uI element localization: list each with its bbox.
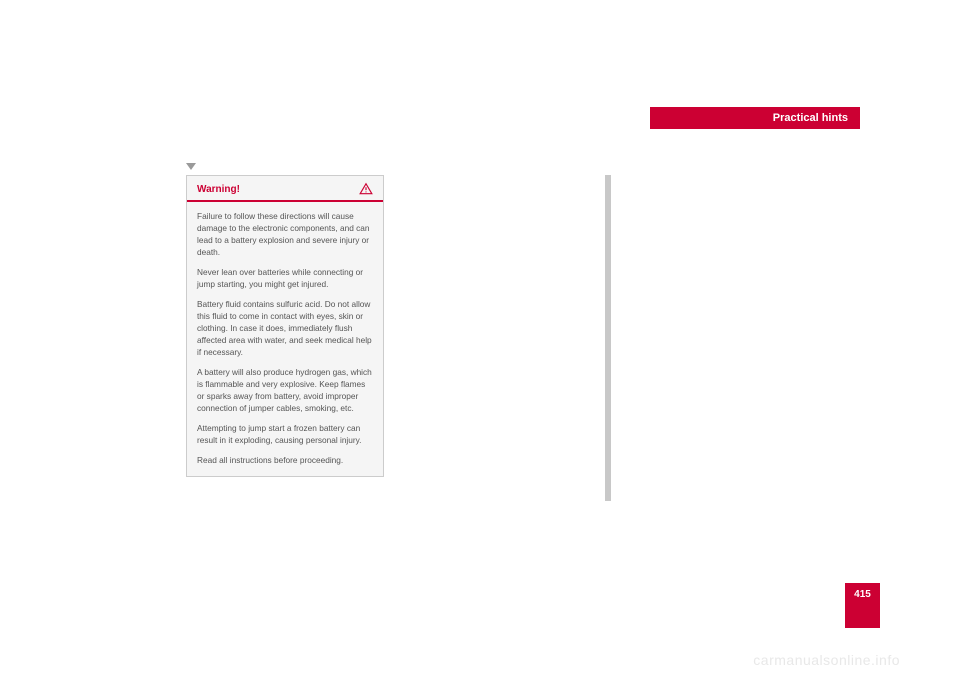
page-number-box: 415 (845, 583, 880, 628)
warning-paragraph: Attempting to jump start a frozen batter… (197, 422, 373, 446)
warning-paragraph: Failure to follow these directions will … (197, 210, 373, 258)
warning-title: Warning! (197, 184, 240, 195)
warning-box: Warning! Failure to follow these directi… (186, 175, 384, 477)
warning-paragraph: Never lean over batteries while connecti… (197, 266, 373, 290)
triangle-marker (186, 163, 196, 170)
gray-column-marker (605, 175, 611, 501)
watermark-text: carmanualsonline.info (753, 652, 900, 668)
warning-paragraph: A battery will also produce hydrogen gas… (197, 366, 373, 414)
warning-body: Failure to follow these directions will … (187, 202, 383, 476)
header-title: Practical hints (773, 112, 848, 124)
warning-triangle-icon (359, 182, 373, 196)
page-number: 415 (854, 589, 871, 600)
header-tab: Practical hints (650, 107, 860, 129)
warning-paragraph: Read all instructions before proceeding. (197, 454, 373, 466)
warning-header: Warning! (187, 176, 383, 202)
warning-paragraph: Battery fluid contains sulfuric acid. Do… (197, 298, 373, 358)
